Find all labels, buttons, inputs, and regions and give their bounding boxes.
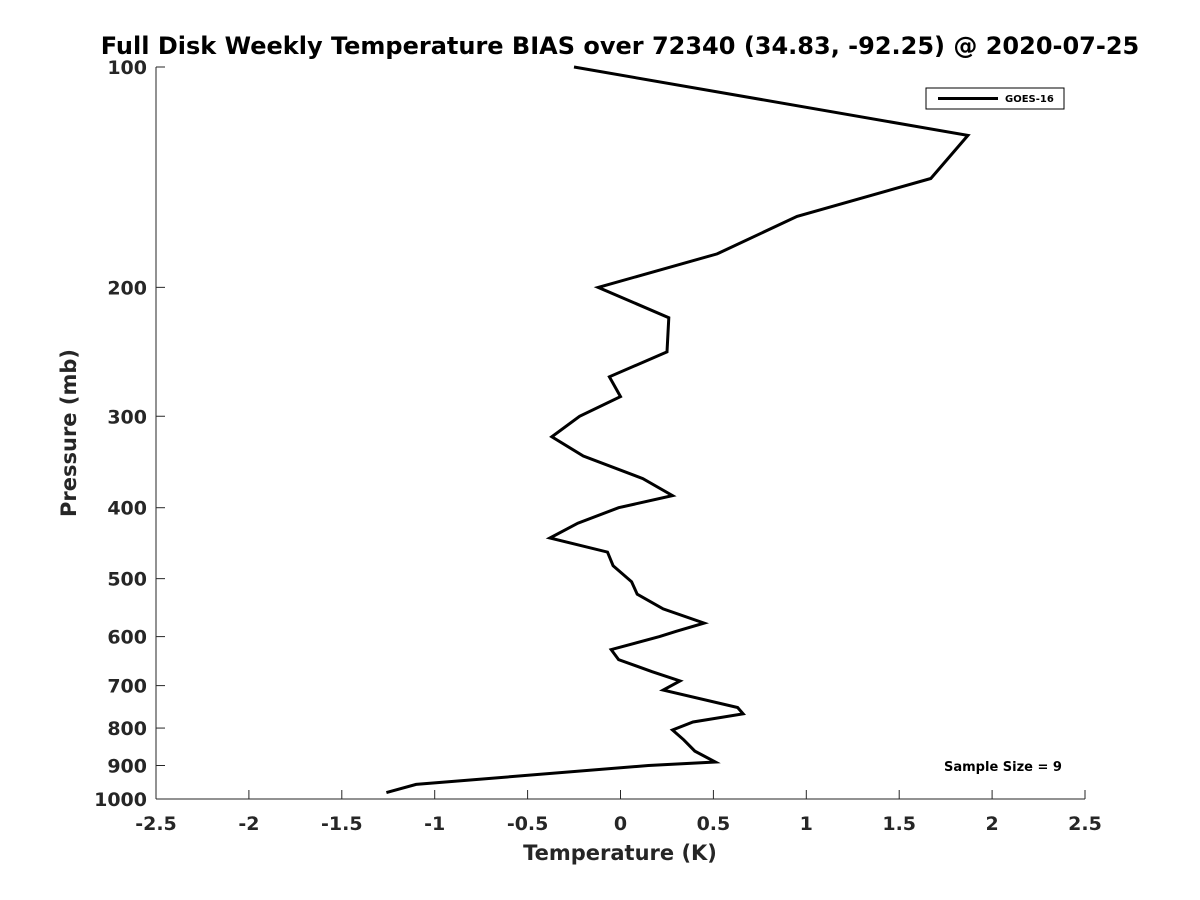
chart-title: Full Disk Weekly Temperature BIAS over 7… [101,32,1140,60]
y-tick-label: 100 [107,57,147,79]
x-tick-label: -1.5 [321,813,363,835]
sample-size-annotation: Sample Size = 9 [944,760,1062,775]
plot-area [155,67,1085,800]
x-tick-label: 1 [800,813,813,835]
plot-frame [156,67,1085,799]
y-tick-label: 1000 [94,789,147,811]
y-tick-label: 500 [107,569,147,591]
x-tick-label: 1.5 [882,813,916,835]
legend-label: GOES-16 [1005,94,1054,105]
x-tick-label: -2.5 [135,813,177,835]
legend: GOES-16 [925,87,1065,110]
y-axis-label: Pressure (mb) [57,349,81,517]
y-tick-label: 300 [107,406,147,428]
x-tick-label: 2.5 [1068,813,1102,835]
y-tick-label: 800 [107,718,147,740]
y-tick-label: 700 [107,676,147,698]
y-tick-label: 400 [107,498,147,520]
x-tick-label: -1 [424,813,445,835]
x-tick-label: -0.5 [507,813,549,835]
y-tick-label: 900 [107,756,147,778]
series-layer [386,65,971,795]
y-axis-ticks: 100 200 300 400 500 600 700 800 900 1000 [94,57,165,811]
x-tick-label: 0.5 [697,813,731,835]
x-axis-ticks: -2.5 -2 -1.5 -1 -0.5 0 0.5 1 1.5 2 2.5 [135,790,1102,835]
x-tick-label: -2 [238,813,259,835]
y-tick-label: 200 [107,277,147,299]
y-tick-label: 600 [107,627,147,649]
x-tick-label: 0 [614,813,627,835]
x-axis-label: Temperature (K) [523,841,717,865]
x-tick-label: 2 [985,813,998,835]
